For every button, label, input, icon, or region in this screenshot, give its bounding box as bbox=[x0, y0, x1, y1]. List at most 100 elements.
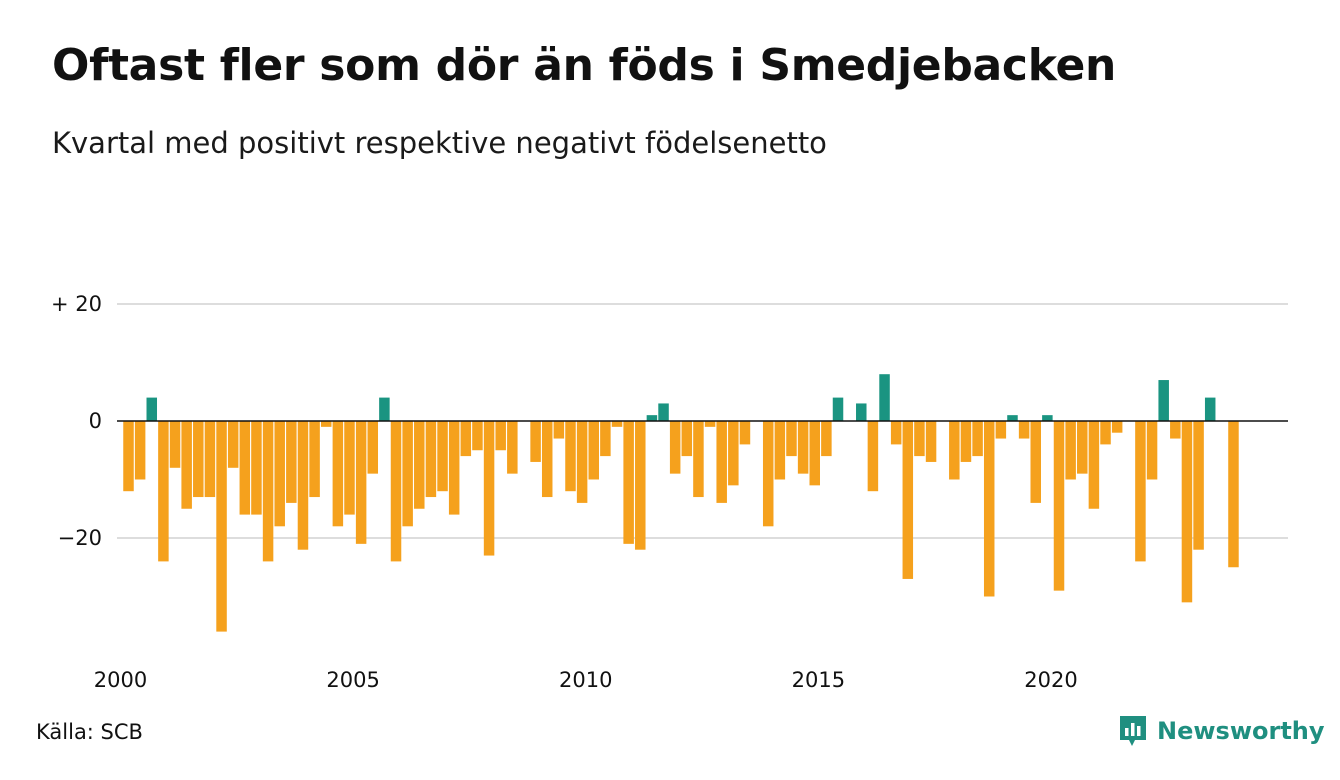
bar-positive bbox=[646, 415, 658, 421]
bar-negative bbox=[123, 421, 134, 492]
bar-negative bbox=[739, 421, 751, 445]
bar-negative bbox=[635, 421, 646, 550]
x-tick-label: 2020 bbox=[1024, 668, 1077, 692]
bar-negative bbox=[786, 421, 797, 457]
bar-positive bbox=[1158, 380, 1169, 421]
bar-negative bbox=[262, 421, 274, 562]
bar-negative bbox=[960, 421, 972, 462]
bar-positive bbox=[658, 403, 669, 421]
bar-negative bbox=[286, 421, 297, 503]
y-tick-label: + 20 bbox=[51, 292, 102, 316]
bar-negative bbox=[681, 421, 693, 457]
bar-positive bbox=[379, 397, 390, 421]
bar-negative bbox=[1181, 421, 1193, 603]
bar-negative bbox=[472, 421, 483, 451]
bar-negative bbox=[1111, 421, 1123, 433]
bar-negative bbox=[565, 421, 576, 492]
bar-positive bbox=[856, 403, 867, 421]
bar-negative bbox=[1170, 421, 1181, 439]
bar-negative bbox=[274, 421, 285, 527]
bar-negative bbox=[972, 421, 983, 457]
bar-negative bbox=[193, 421, 204, 498]
bar-negative bbox=[309, 421, 320, 498]
bar-negative bbox=[983, 421, 995, 597]
bar-negative bbox=[762, 421, 774, 527]
x-tick-label: 2010 bbox=[559, 668, 612, 692]
bar-negative bbox=[1018, 421, 1030, 439]
bar-negative bbox=[1100, 421, 1111, 445]
bar-positive bbox=[1042, 415, 1053, 421]
bar-negative bbox=[704, 421, 716, 427]
bar-negative bbox=[1088, 421, 1100, 509]
bar-negative bbox=[728, 421, 739, 486]
bar-positive bbox=[146, 397, 158, 421]
bar-negative bbox=[204, 421, 216, 498]
bar-negative bbox=[1077, 421, 1088, 474]
bar-negative bbox=[623, 421, 634, 544]
bar-negative bbox=[1065, 421, 1076, 480]
bar-negative bbox=[588, 421, 599, 480]
bar-negative bbox=[541, 421, 553, 498]
bar-negative bbox=[553, 421, 565, 439]
bar-negative bbox=[402, 421, 413, 527]
bar-negative bbox=[797, 421, 809, 474]
bar-negative bbox=[332, 421, 344, 527]
bar-negative bbox=[495, 421, 506, 451]
axes: + 20 0 −20 2000 2005 2010 2015 2020 bbox=[51, 292, 1288, 692]
bar-negative bbox=[716, 421, 727, 503]
bar-negative bbox=[530, 421, 541, 462]
grid-lines bbox=[117, 303, 1288, 539]
bar-negative bbox=[995, 421, 1007, 439]
bar-positive bbox=[832, 397, 844, 421]
y-tick-label: −20 bbox=[58, 526, 102, 550]
bar-negative bbox=[774, 421, 786, 480]
bar-negative bbox=[483, 421, 495, 556]
bar-negative bbox=[890, 421, 902, 445]
bar-negative bbox=[611, 421, 623, 427]
bar-negative bbox=[297, 421, 309, 550]
bar-negative bbox=[448, 421, 460, 515]
bar-negative bbox=[949, 421, 960, 480]
bar-chart-speech-icon bbox=[1120, 716, 1146, 746]
bar-negative bbox=[390, 421, 402, 562]
bar-negative bbox=[1030, 421, 1041, 503]
bar-negative bbox=[425, 421, 437, 498]
bar-positive bbox=[1007, 415, 1018, 421]
bar-negative bbox=[251, 421, 262, 515]
bar-negative bbox=[437, 421, 448, 492]
bar-negative bbox=[1146, 421, 1158, 480]
bar-negative bbox=[216, 421, 227, 632]
bar-negative bbox=[460, 421, 472, 457]
bars bbox=[123, 374, 1239, 632]
bar-negative bbox=[367, 421, 379, 474]
bar-negative bbox=[821, 421, 832, 457]
bar-positive bbox=[1204, 397, 1216, 421]
bar-negative bbox=[227, 421, 239, 468]
bar-negative bbox=[158, 421, 169, 562]
bar-negative bbox=[414, 421, 425, 509]
logo-text: Newsworthy bbox=[1157, 717, 1325, 745]
bar-negative bbox=[181, 421, 192, 509]
bar-negative bbox=[507, 421, 518, 474]
bar-positive bbox=[879, 374, 890, 421]
x-tick-label: 2000 bbox=[94, 668, 147, 692]
x-tick-label: 2005 bbox=[326, 668, 379, 692]
bar-negative bbox=[1135, 421, 1146, 562]
bar-negative bbox=[344, 421, 355, 515]
newsworthy-logo: Newsworthy bbox=[1118, 714, 1325, 748]
bar-negative bbox=[1053, 421, 1065, 591]
bar-negative bbox=[669, 421, 681, 474]
bar-negative bbox=[239, 421, 251, 515]
bar-negative bbox=[1228, 421, 1239, 568]
bar-chart: + 20 0 −20 2000 2005 2010 2015 2020 bbox=[51, 292, 1288, 692]
bar-negative bbox=[809, 421, 820, 486]
chart-title: Oftast fler som dör än föds i Smedjeback… bbox=[52, 40, 1117, 91]
chart-subtitle: Kvartal med positivt respektive negativt… bbox=[52, 126, 827, 160]
bar-negative bbox=[169, 421, 181, 468]
bar-negative bbox=[320, 421, 332, 427]
x-tick-label: 2015 bbox=[792, 668, 845, 692]
bar-negative bbox=[925, 421, 937, 462]
bar-negative bbox=[576, 421, 588, 503]
source-note: Källa: SCB bbox=[36, 720, 143, 744]
bar-negative bbox=[600, 421, 611, 457]
